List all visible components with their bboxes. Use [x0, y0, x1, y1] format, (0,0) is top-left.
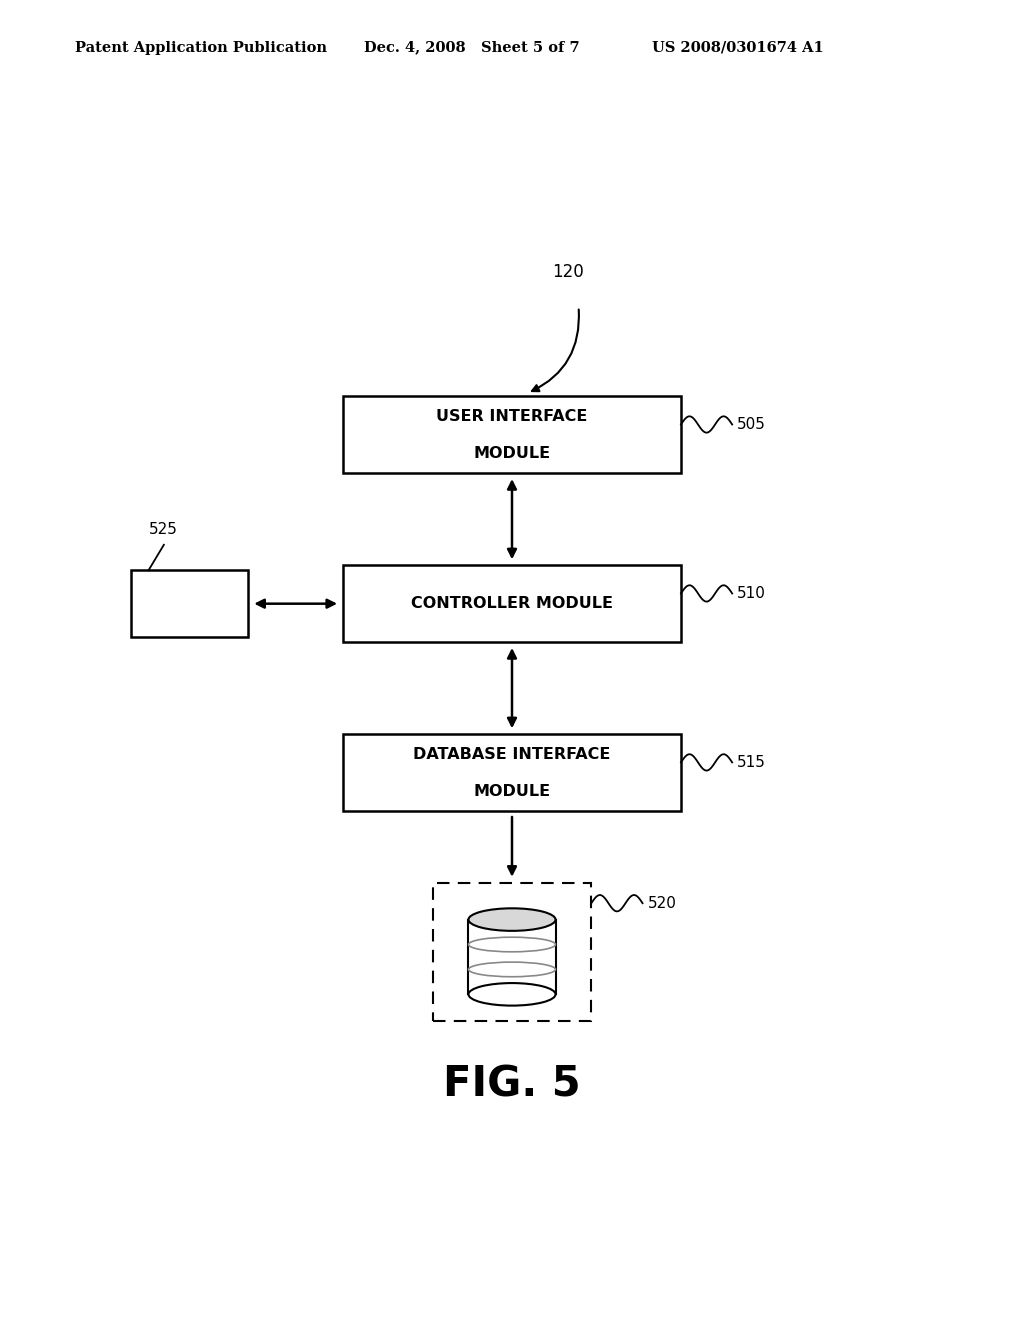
- Text: CONTROLLER MODULE: CONTROLLER MODULE: [411, 597, 613, 611]
- Bar: [469, 920, 555, 994]
- Text: 520: 520: [648, 896, 677, 911]
- Text: Dec. 4, 2008   Sheet 5 of 7: Dec. 4, 2008 Sheet 5 of 7: [364, 41, 580, 54]
- Text: USER INTERFACE: USER INTERFACE: [436, 409, 588, 424]
- Text: 120: 120: [552, 263, 585, 281]
- Bar: [131, 570, 248, 638]
- FancyArrowPatch shape: [532, 309, 579, 391]
- Ellipse shape: [469, 908, 555, 931]
- Text: DATABASE INTERFACE: DATABASE INTERFACE: [414, 747, 610, 762]
- Bar: [343, 396, 681, 473]
- Text: 510: 510: [737, 586, 766, 601]
- Text: 505: 505: [737, 417, 766, 432]
- Text: Patent Application Publication: Patent Application Publication: [75, 41, 327, 54]
- Text: MODULE: MODULE: [473, 446, 551, 461]
- Bar: [343, 734, 681, 810]
- Text: 515: 515: [737, 755, 766, 770]
- Ellipse shape: [469, 983, 555, 1006]
- Bar: [432, 883, 592, 1020]
- Bar: [343, 565, 681, 642]
- Text: US 2008/0301674 A1: US 2008/0301674 A1: [652, 41, 824, 54]
- Text: MODULE: MODULE: [473, 784, 551, 799]
- Text: 525: 525: [148, 521, 177, 537]
- Text: FIG. 5: FIG. 5: [443, 1064, 581, 1106]
